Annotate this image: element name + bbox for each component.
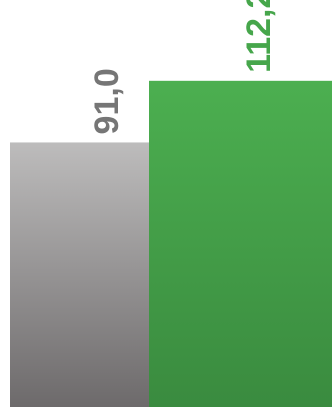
bars-group (10, 80, 332, 407)
bar-1-value-label: 91,0 (88, 68, 126, 134)
bar-2-value-label: 112,2 (240, 0, 278, 73)
value-labels-group: 91,0 112,2 (88, 0, 278, 134)
bar-1 (10, 142, 149, 407)
bar-2 (149, 80, 332, 407)
